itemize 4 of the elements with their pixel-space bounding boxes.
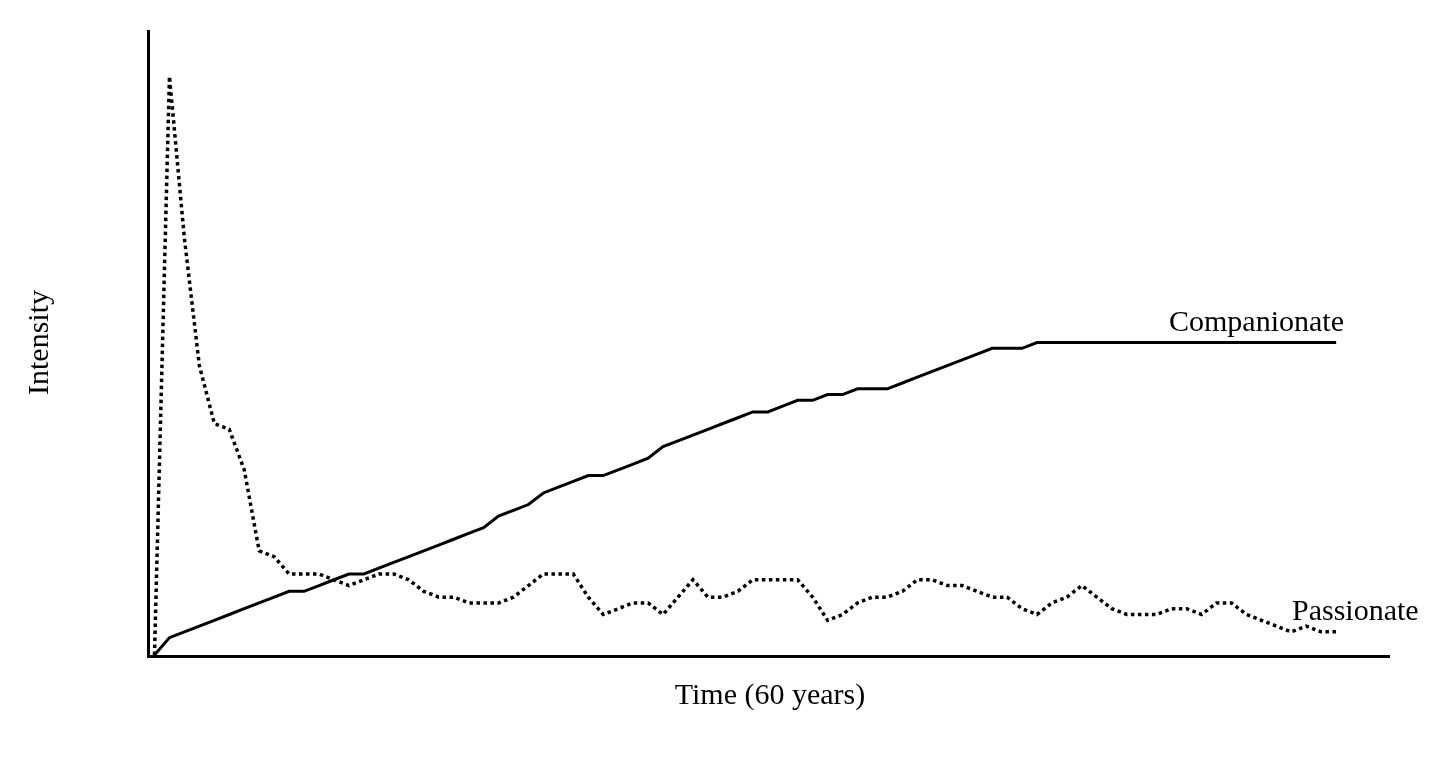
y-axis-title: Intensity [21,290,54,395]
x-axis-title: Time (60 years) [674,676,866,711]
series-label: Companionate [1169,304,1344,337]
series-label: Passionate [1292,593,1419,626]
